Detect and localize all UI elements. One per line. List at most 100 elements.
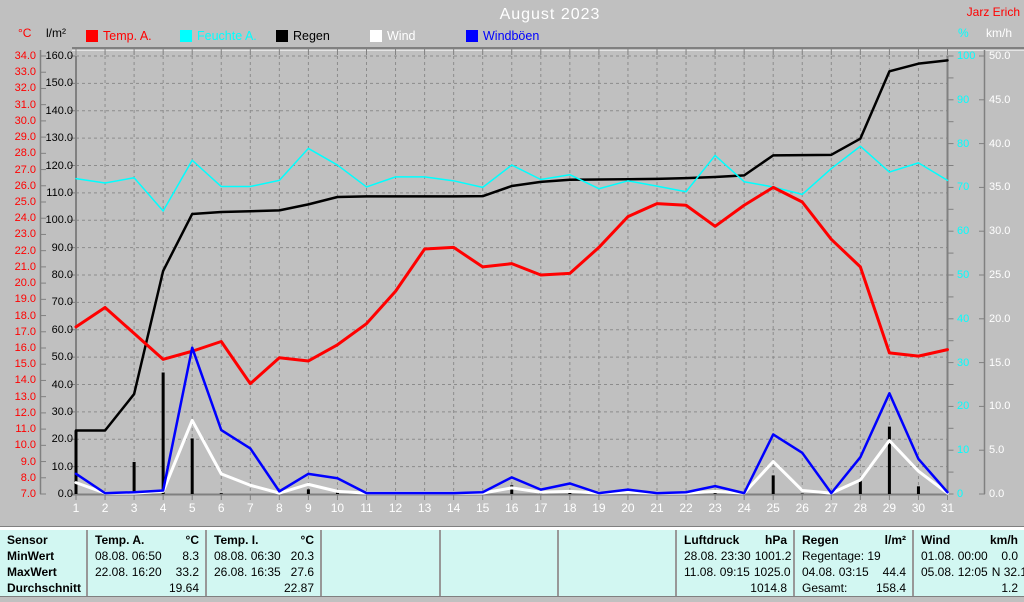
legend-item-wind: Wind [370, 29, 415, 43]
legend-label: Feuchte A. [197, 28, 257, 43]
rain-axis-tick-label: 100.0 [45, 214, 73, 227]
chart-plot [39, 47, 1024, 500]
table-row: Temp. A. °C [95, 533, 199, 549]
x-axis-day-label: 6 [217, 501, 225, 515]
x-axis-day-label: 1 [72, 501, 80, 515]
humidity-series-swatch-icon [180, 29, 192, 42]
wind-axis-tick-label: 45.0 [989, 93, 1011, 106]
temp-axis-tick-label: 19.0 [14, 293, 36, 306]
table-row: 19.64 [95, 581, 199, 596]
rain-axis-tick-label: 110.0 [46, 186, 73, 199]
wind-axis-tick-label: 25.0 [989, 269, 1011, 281]
x-axis-day-label: 23 [708, 501, 722, 515]
x-axis-day-label: 15 [476, 501, 490, 515]
table-cell-value: 1014.8 [750, 581, 787, 595]
table-row-label: Durchschnitt [7, 581, 82, 595]
rain-series-swatch-icon [276, 29, 288, 42]
legend-label: Windböen [483, 28, 540, 43]
table-row: Wind km/h [921, 533, 1018, 549]
axis-labels-layer: 34.0 33.0 32.0 31.0 30.0 29.0 28.0 27.0 26.0 25.0… [14, 50, 1011, 515]
table-row: 08.08. 06:50 8.3 [95, 549, 199, 565]
x-axis-day-label: 27 [824, 501, 838, 515]
legend-label: Temp. A. [103, 28, 152, 43]
table-row-label: Sensor [7, 533, 48, 547]
temp-axis-tick-label: 21.0 [14, 260, 36, 273]
x-axis-day-label: 16 [505, 501, 519, 515]
table-row: 1014.8 [684, 581, 787, 596]
temp-axis-tick-label: 31.0 [14, 98, 36, 111]
x-axis-day-label: 11 [360, 501, 373, 515]
wind-axis-tick-label: 10.0 [989, 400, 1011, 413]
table-row-labels-column: Sensor MinWert MaxWert Durchschnitt [0, 530, 88, 596]
temp-axis-tick-label: 22.0 [14, 244, 36, 257]
x-axis-day-label: 20 [621, 501, 635, 515]
temp-axis-tick-label: 17.0 [14, 325, 36, 338]
rain-axis-tick-label: 0.0 [57, 488, 73, 500]
rain-axis-tick-label: 60.0 [51, 323, 73, 336]
signature-text: Jarz Erich [966, 5, 1020, 19]
table-cell-value: 0.0 [1001, 549, 1018, 563]
table-row: Luftdruck hPa [684, 533, 787, 549]
temp-axis-tick-label: 16.0 [14, 342, 36, 354]
rain-axis-tick-label: 90.0 [51, 241, 73, 254]
legend-item-rain: Regen [276, 29, 330, 43]
table-sensor-column: Regen l/m² Regentage: 19 04.08. 03:15 44.4 Ge… [795, 530, 914, 596]
temp-axis-tick-label: 11.0 [15, 423, 36, 436]
table-cell-text: 11.08. 09:15 [684, 565, 750, 579]
table-cell-value: 22.87 [283, 581, 314, 595]
temp-axis-tick-label: 9.0 [20, 455, 36, 468]
unit-header-celsius: °C [18, 26, 32, 40]
table-cell-value: 158.4 [875, 581, 906, 595]
table-row: 05.08. 12:05 N 32.1 [921, 565, 1024, 581]
table-sensor-column: Temp. I. °C 08.08. 06:30 20.3 26.08. 16:35 27… [207, 530, 322, 596]
legend-item-humidity: Feuchte A. [180, 28, 257, 43]
temp-axis-tick-label: 27.0 [14, 163, 36, 176]
x-axis-day-label: 10 [330, 501, 345, 515]
temp-axis-tick-label: 33.0 [14, 66, 36, 79]
table-cell-text: 08.08. 06:50 [95, 549, 162, 563]
table-cell-value: 8.3 [182, 549, 199, 563]
table-cell-text: Gesamt: [802, 581, 848, 595]
temp-axis-tick-label: 13.0 [14, 390, 36, 403]
table-row: 22.08. 16:20 33.2 [95, 565, 199, 581]
table-cell-text: Luftdruck [684, 533, 740, 547]
table-row: 11.08. 09:15 1025.0 [684, 565, 791, 581]
unit-header-liters: l/m² [46, 26, 66, 40]
humidity-axis-tick-label: 100 [957, 50, 976, 62]
table-cell-value: 20.3 [290, 549, 314, 563]
temp-axis-tick-label: 30.0 [14, 114, 36, 127]
table-row: 26.08. 16:35 27.6 [214, 565, 314, 581]
table-row: Gesamt: 158.4 [802, 581, 906, 596]
humidity-axis-tick-label: 40 [957, 312, 970, 325]
x-axis-day-label: 21 [650, 501, 664, 515]
table-cell-text: Regentage: 19 [802, 549, 881, 563]
humidity-axis-tick-label: 10 [957, 444, 970, 457]
table-cell-value: 1001.2 [754, 549, 792, 563]
table-row: 04.08. 03:15 44.4 [802, 565, 906, 581]
x-axis-day-label: 25 [766, 501, 780, 515]
legend-item-temp: Temp. A. [86, 28, 152, 43]
table-row: Regentage: 19 [802, 549, 906, 565]
x-axis-day-label: 7 [246, 501, 254, 515]
table-top-highlight [0, 527, 1024, 530]
table-row: 08.08. 06:30 20.3 [214, 549, 314, 565]
table-cell-value: 27.6 [290, 565, 314, 579]
humidity-axis-tick-label: 0 [957, 488, 964, 500]
temp-axis-tick-label: 34.0 [14, 50, 36, 62]
table-cell-text: 28.08. 23:30 [684, 549, 751, 563]
wind-series-swatch-icon [370, 29, 382, 42]
rain-axis-tick-label: 160.0 [45, 50, 73, 62]
x-axis-day-label: 19 [592, 501, 606, 515]
table-cell-value: 1.2 [1001, 581, 1018, 595]
temp-axis-tick-label: 7.0 [20, 488, 36, 500]
temp-axis-tick-label: 28.0 [14, 147, 36, 160]
rain-axis-tick-label: 80.0 [51, 269, 73, 281]
table-sensor-column [559, 530, 677, 596]
table-cell-value: °C [185, 533, 199, 547]
rain-axis-tick-label: 50.0 [51, 351, 73, 364]
table-cell-value: l/m² [884, 533, 906, 547]
x-axis-day-label: 28 [853, 501, 868, 515]
table-row: Regen l/m² [802, 533, 906, 549]
wind-axis-tick-label: 35.0 [989, 181, 1011, 194]
